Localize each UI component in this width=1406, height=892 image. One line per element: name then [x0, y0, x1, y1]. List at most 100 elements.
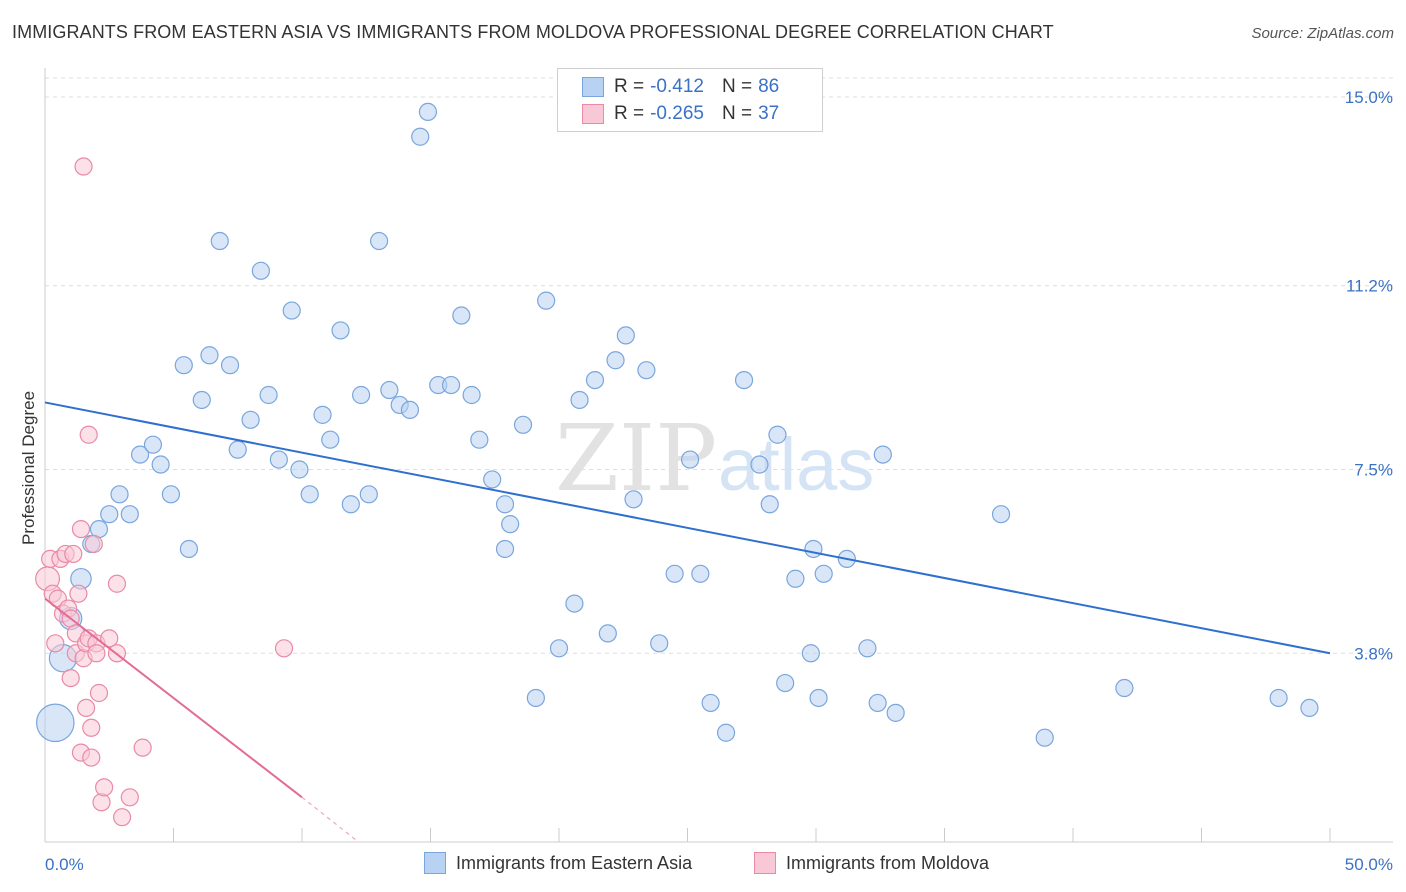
bottom-legend-label: Immigrants from Moldova	[786, 852, 990, 873]
y-tick-label: 7.5%	[1354, 461, 1393, 480]
moldova-point	[100, 629, 119, 648]
eastern-asia-point	[228, 440, 247, 459]
moldova-point	[79, 425, 98, 444]
eastern-asia-point	[441, 375, 461, 395]
moldova-point	[46, 634, 65, 653]
bottom-legend-label: Immigrants from Eastern Asia	[456, 852, 693, 873]
legend-r-label: R =	[614, 103, 645, 124]
eastern-asia-point	[716, 723, 736, 742]
correlation-legend: R = -0.412 N = 86 R = -0.265 N = 37	[557, 68, 823, 132]
y-tick-labels: 3.8% 7.5% 11.2% 15.0%	[1345, 88, 1393, 663]
eastern-asia-point	[300, 485, 319, 504]
eastern-asia-point	[526, 688, 545, 708]
eastern-asia-point	[873, 445, 892, 464]
eastern-asia-point	[768, 425, 787, 444]
x-tick-label-max: 50.0%	[1345, 855, 1393, 874]
eastern-asia-point	[341, 495, 360, 514]
eastern-asia-point	[570, 390, 589, 410]
eastern-asia-point	[151, 455, 170, 474]
moldova-point	[77, 698, 96, 718]
eastern-asia-point	[462, 385, 481, 405]
moldova-point	[84, 534, 103, 554]
eastern-asia-point	[809, 688, 828, 708]
eastern-asia-point	[624, 490, 643, 509]
moldova-point	[64, 544, 83, 564]
moldova-point	[82, 718, 101, 737]
bottom-legend-moldova: Immigrants from Moldova	[754, 852, 989, 874]
eastern-asia-point	[359, 485, 378, 504]
eastern-asia-point	[100, 505, 119, 524]
eastern-asia-point	[331, 321, 350, 340]
eastern-asia-point	[1115, 678, 1134, 698]
eastern-asia-point	[220, 356, 240, 375]
gridlines	[45, 77, 1393, 654]
eastern-asia-point	[1300, 698, 1319, 718]
moldova-trendline-extension	[301, 796, 359, 843]
legend-swatch-pink	[582, 104, 604, 124]
eastern-asia-point	[470, 430, 489, 449]
eastern-asia-point	[734, 371, 754, 390]
eastern-asia-point	[814, 564, 833, 583]
eastern-asia-point	[886, 703, 905, 722]
legend-n-value: 37	[758, 103, 780, 124]
moldova-point	[107, 574, 127, 593]
moldova-point	[89, 683, 109, 703]
moldova-trendline	[44, 597, 303, 799]
eastern-asia-point	[259, 385, 278, 405]
trend-lines	[44, 401, 1331, 843]
eastern-asia-point	[598, 624, 617, 643]
legend-r-label: R =	[614, 76, 645, 97]
eastern-asia-point	[804, 539, 823, 559]
moldova-point	[112, 808, 132, 827]
eastern-asia-point	[143, 435, 163, 454]
eastern-asia-point	[411, 127, 430, 146]
eastern-asia-point	[483, 470, 502, 489]
source-credit: Source: ZipAtlas.com	[1251, 25, 1394, 42]
eastern-asia-point	[585, 371, 605, 390]
legend-row-moldova: R = -0.265 N = 37	[582, 100, 779, 128]
eastern-asia-point	[786, 569, 805, 588]
eastern-asia-point	[650, 634, 669, 653]
moldova-point	[120, 788, 139, 807]
eastern-asia-point	[1269, 688, 1288, 708]
bottom-legend-swatch-pink	[754, 852, 776, 874]
legend-n-label: N =	[721, 76, 753, 97]
eastern-asia-point	[110, 485, 129, 504]
y-tick-label: 11.2%	[1346, 277, 1393, 296]
y-tick-label: 15.0%	[1345, 88, 1393, 107]
eastern-asia-point	[35, 703, 75, 743]
moldova-point	[133, 738, 152, 757]
eastern-asia-point	[565, 594, 584, 613]
eastern-asia-point	[680, 450, 700, 469]
y-axis-label: Professional Degree	[19, 391, 38, 545]
legend-n-value: 86	[758, 76, 780, 97]
x-tick-labels: 0.0% 50.0%	[45, 855, 1393, 874]
moldova-point	[274, 639, 294, 658]
eastern-asia-point	[192, 390, 211, 410]
eastern-asia-point	[691, 564, 710, 583]
eastern-asia-point	[269, 450, 288, 469]
eastern-asia-point	[606, 351, 625, 370]
eastern-asia-point	[537, 291, 556, 310]
eastern-asia-point	[495, 495, 515, 514]
eastern-asia-point	[801, 644, 820, 663]
eastern-asia-point	[513, 415, 533, 434]
moldova-point	[71, 519, 91, 539]
eastern-asia-point	[174, 356, 193, 375]
moldova-point	[74, 157, 93, 176]
eastern-asia-point	[776, 673, 795, 693]
eastern-asia-point	[549, 639, 569, 658]
eastern-asia-point	[241, 410, 260, 429]
eastern-asia-point	[1035, 728, 1054, 747]
bottom-legend-eastern-asia: Immigrants from Eastern Asia	[424, 852, 692, 874]
eastern-asia-point	[858, 639, 877, 658]
eastern-asia-point	[637, 361, 656, 380]
eastern-asia-point	[701, 693, 720, 713]
eastern-asia-point	[352, 385, 371, 405]
eastern-asia-point	[179, 539, 199, 559]
moldova-point	[82, 748, 101, 767]
eastern-asia-point	[616, 326, 635, 345]
legend-row-eastern-asia: R = -0.412 N = 86	[582, 73, 779, 101]
moldova-point	[87, 644, 106, 663]
